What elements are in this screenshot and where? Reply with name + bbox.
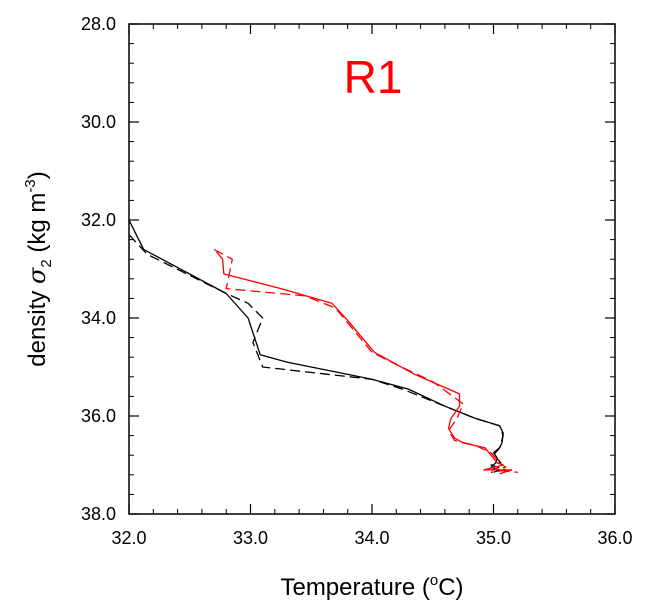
tick-labels-layer: 32.0 33.0 34.0 35.0 36.0 28.0 30.0 32.0 34.0 36.0… [81,14,633,548]
y-tick-label: 36.0 [81,406,116,426]
ticks-layer [128,23,616,515]
series-line-black-dashed [129,234,507,473]
x-axis-title: Temperature (oC) [280,572,463,601]
x-tick-label: 36.0 [597,528,632,548]
chart-title: R1 [344,51,403,103]
y-tick-label: 28.0 [81,14,116,34]
x-tick-label: 32.0 [111,528,146,548]
series-line-red-solid [215,251,513,475]
series-layer [129,219,518,475]
series-line-red-dashed [213,248,518,473]
x-tick-label: 35.0 [476,528,511,548]
y-tick-label: 32.0 [81,210,116,230]
y-tick-label: 34.0 [81,308,116,328]
y-axis-title: density σ2 (kg m-3) [22,171,55,366]
x-tick-label: 33.0 [233,528,268,548]
y-tick-label: 30.0 [81,112,116,132]
series-line-black-solid [129,219,504,473]
y-tick-label: 38.0 [81,504,116,524]
x-tick-label: 34.0 [354,528,389,548]
